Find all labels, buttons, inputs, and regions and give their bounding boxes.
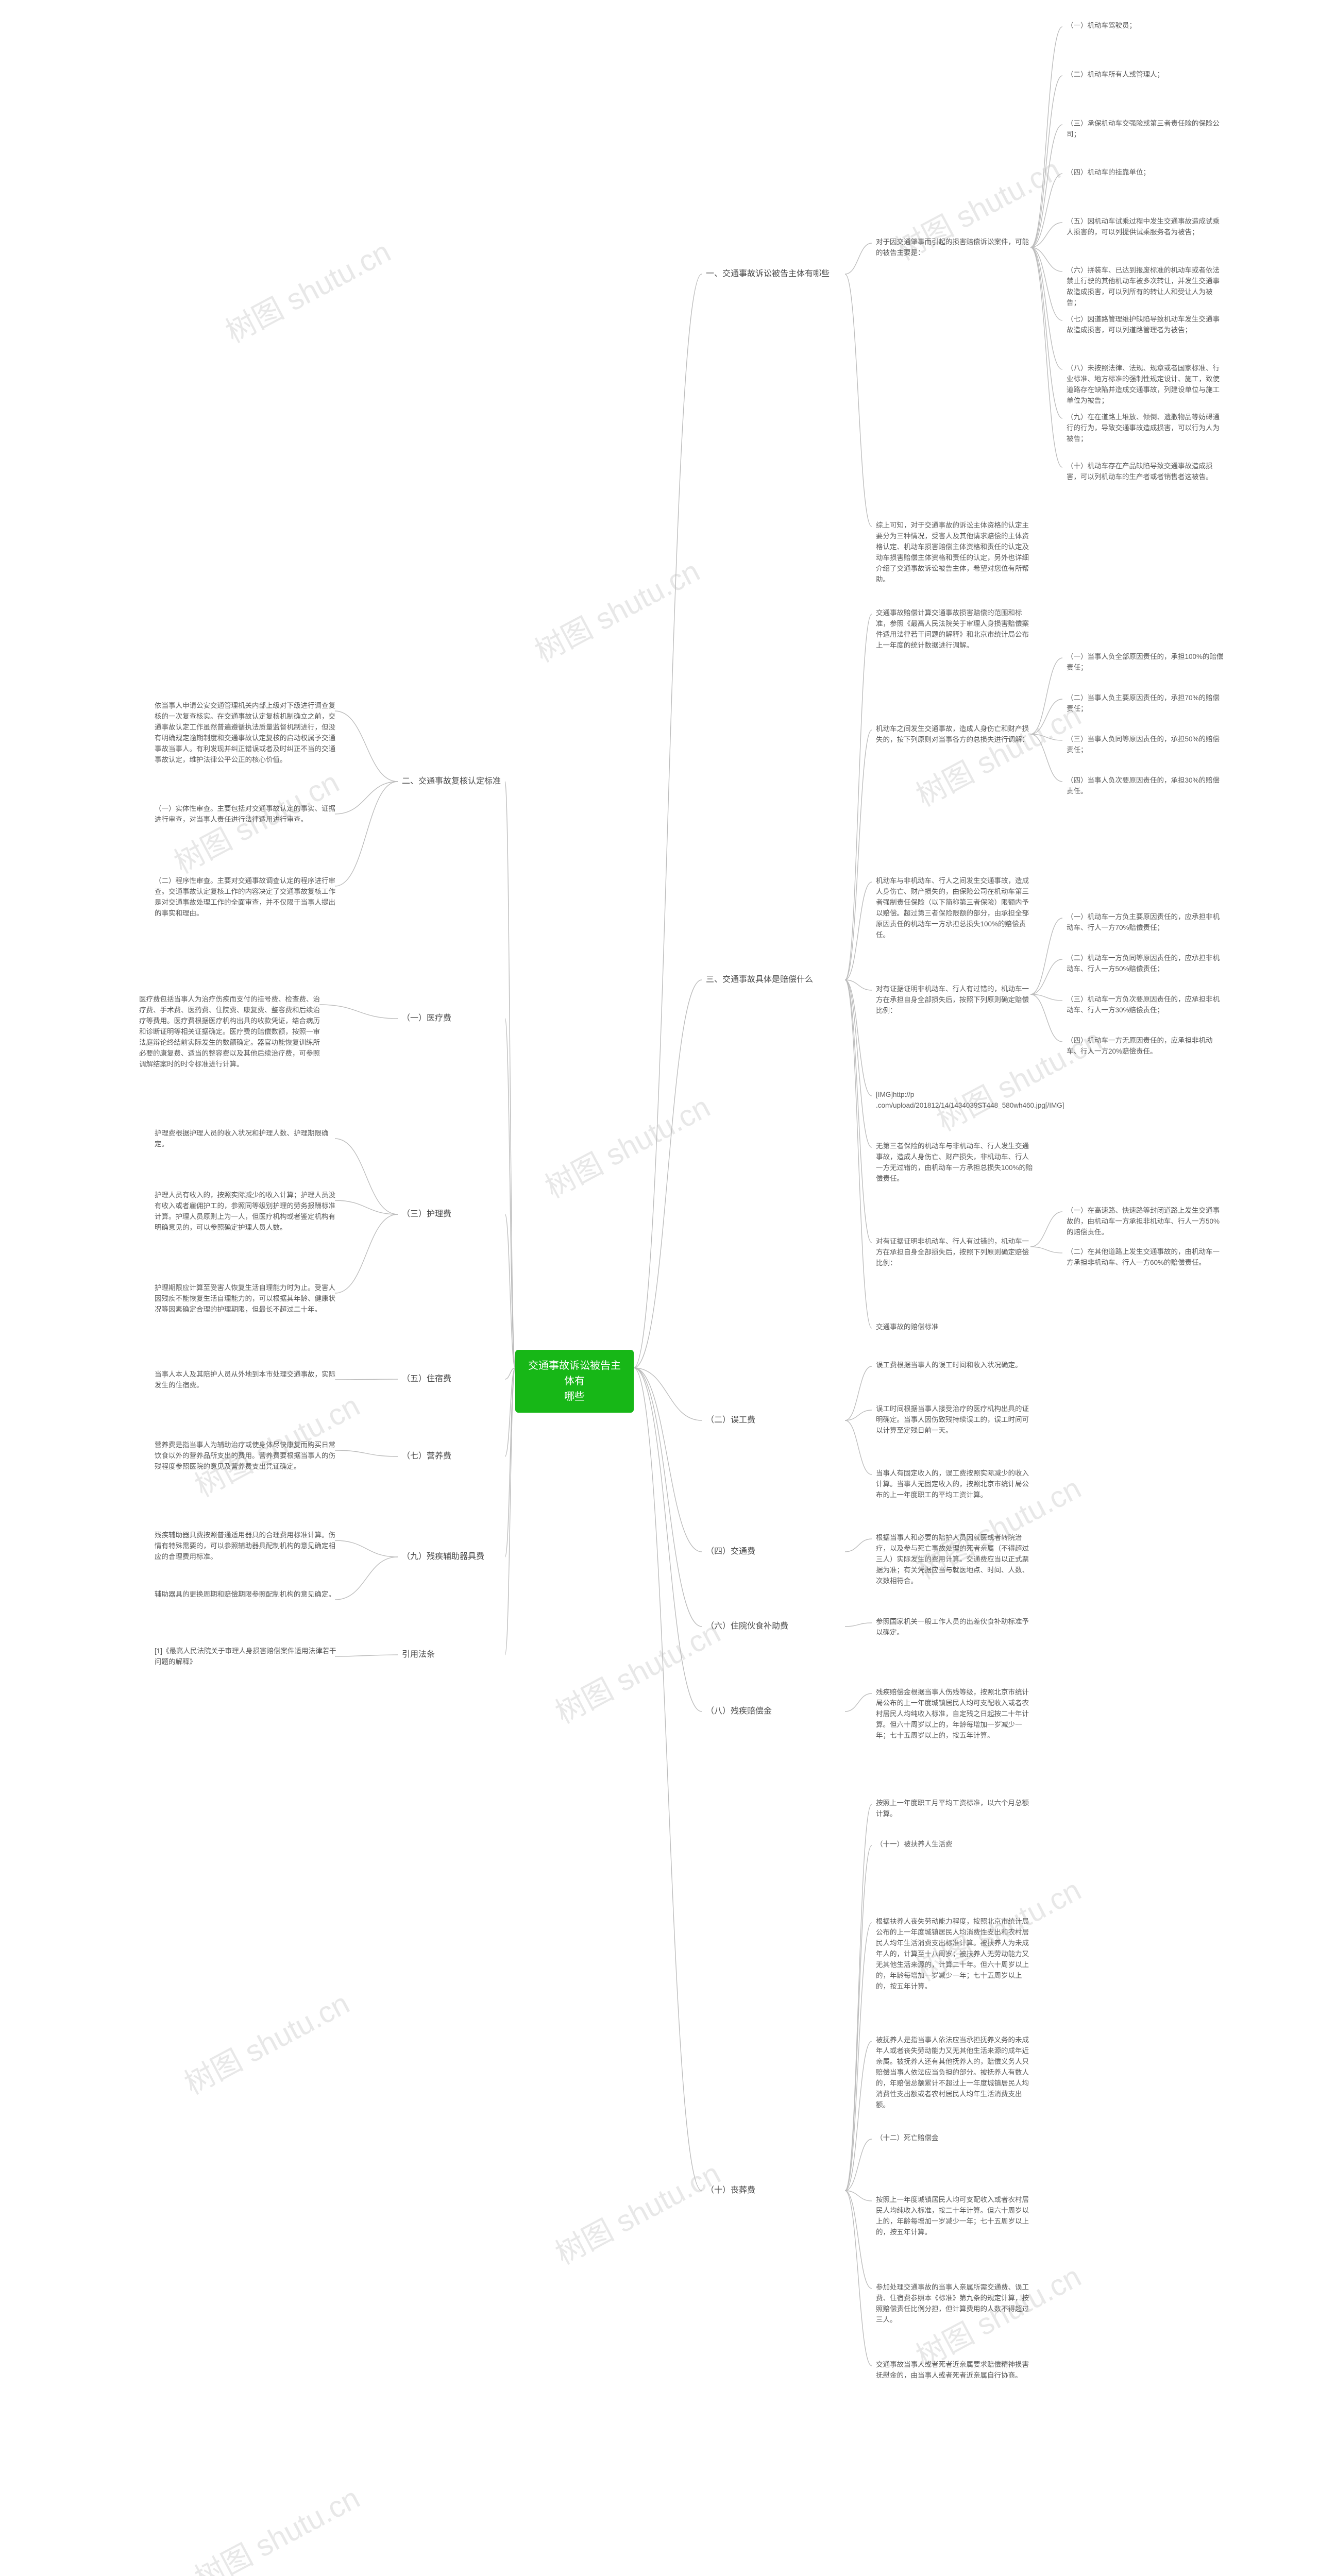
branch-l1: （六）住院伙食补助费	[706, 1620, 788, 1633]
branch-l2: 对有证据证明非机动车、行人有过错的，机动车一方在承担自身全部损失后，按照下列原则…	[876, 984, 1036, 1016]
branch-l2: 根据当事人和必要的陪护人员因就医或者转院治疗，以及参与死亡事故处理的死者亲属（不…	[876, 1533, 1036, 1587]
branch-leaf: （八）未按照法律、法规、规章或者国家标准、行业标准、地方标准的强制性规定设计、施…	[1067, 363, 1226, 406]
branch-leaf: （五）因机动车试乘过程中发生交通事故造成试乘人损害的，可以列提供试乘服务者为被告…	[1067, 216, 1226, 238]
branch-l2: 残疾赔偿金根据当事人伤残等级，按照北京市统计局公布的上一年度城镇居民人均可支配收…	[876, 1687, 1036, 1741]
branch-l2: [IMG]http://p .com/upload/201812/14/1434…	[876, 1090, 1036, 1111]
root-node: 交通事故诉讼被告主体有哪些	[515, 1350, 634, 1413]
branch-leaf: （一）机动车一方负主要原因责任的，应承担非机动车、行人一方70%赔偿责任；	[1067, 912, 1226, 934]
branch-l2-left: 辅助器具的更换周期和赔偿期限参照配制机构的意见确定。	[155, 1589, 335, 1600]
branch-l2: 交通事故的赔偿标准	[876, 1322, 939, 1333]
branch-leaf: （九）在在道路上堆放、倾倒、遗撒物品等妨碍通行的行为，导致交通事故造成损害，可以…	[1067, 412, 1226, 445]
branch-l2-left: 护理人员有收入的，按照实际减少的收入计算；护理人员没有收入或者雇佣护工的，参照同…	[155, 1190, 340, 1233]
branch-leaf: （六）拼装车、已达到报废标准的机动车或者依法禁止行驶的其他机动车被多次转让，并发…	[1067, 265, 1226, 309]
branch-l1: （八）残疾赔偿金	[706, 1705, 772, 1718]
branch-l2: （十二）死亡赔偿金	[876, 2133, 939, 2144]
branch-l2: 综上可知，对于交通事故的诉讼主体资格的认定主要分为三种情况，受害人及其他请求赔偿…	[876, 520, 1036, 585]
branch-l2: 误工费根据当事人的误工时间和收入状况确定。	[876, 1360, 1022, 1371]
branch-l2: 对于因交通肇事而引起的损害赔偿诉讼案件，可能的被告主要是：	[876, 237, 1036, 259]
branch-l1-left: 引用法条	[402, 1649, 435, 1662]
branch-l1-left: 二、交通事故复核认定标准	[402, 775, 501, 788]
branch-leaf: （三）机动车一方负次要原因责任的，应承担非机动车、行人一方30%赔偿责任；	[1067, 994, 1226, 1016]
branch-l2: 被抚养人是指当事人依法应当承担抚养义务的未成年人或者丧失劳动能力又无其他生活来源…	[876, 2035, 1036, 2110]
branch-leaf: （三）当事人负同等原因责任的，承担50%的赔偿责任；	[1067, 734, 1226, 756]
branch-leaf: （二）当事人负主要原因责任的，承担70%的赔偿责任；	[1067, 693, 1226, 715]
branch-l1-left: （三）护理费	[402, 1208, 451, 1221]
branch-leaf: （三）承保机动车交强险或第三者责任险的保险公司；	[1067, 118, 1226, 140]
branch-leaf: （四）机动车的挂靠单位；	[1067, 167, 1150, 178]
branch-l2: 机动车之间发生交通事故，造成人身伤亡和财产损失的，按下列原则对当事各方的总损失进…	[876, 724, 1036, 745]
branch-leaf: （一）当事人负全部原因责任的，承担100%的赔偿责任；	[1067, 652, 1226, 673]
branch-leaf: （二）在其他道路上发生交通事故的，由机动车一方承担非机动车、行人一方60%的赔偿…	[1067, 1247, 1226, 1268]
branch-l1-left: （九）残疾辅助器具费	[402, 1551, 484, 1564]
branch-l1: 一、交通事故诉讼被告主体有哪些	[706, 268, 830, 281]
branch-l2: 根据扶养人丧失劳动能力程度，按照北京市统计局公布的上一年度城镇居民人均消费性支出…	[876, 1917, 1036, 1992]
branch-leaf: （一）在高速路、快速路等封闭道路上发生交通事故的，由机动车一方承担非机动车、行人…	[1067, 1206, 1226, 1238]
branch-leaf: （十）机动车存在产品缺陷导致交通事故造成损害，可以列机动车的生产者或者销售者这被…	[1067, 461, 1226, 483]
branch-l1: （十）丧葬费	[706, 2184, 755, 2197]
branch-l2: 无第三者保险的机动车与非机动车、行人发生交通事故，造成人身伤亡、财产损失，非机动…	[876, 1141, 1036, 1184]
branch-l2-left: 营养费是指当事人为辅助治疗或使身体尽快康复而购买日常饮食以外的营养品所支出的费用…	[155, 1440, 340, 1472]
branch-l1: 三、交通事故具体是赔偿什么	[706, 974, 813, 987]
branch-leaf: （四）当事人负次要原因责任的，承担30%的赔偿责任。	[1067, 775, 1226, 797]
branch-l2: 参加处理交通事故的当事人亲属所需交通费、误工费、住宿费参照本《标准》第九条的规定…	[876, 2282, 1036, 2326]
branch-l2: （十一）被扶养人生活费	[876, 1839, 953, 1850]
branch-l2: 机动车与非机动车、行人之间发生交通事故，造成人身伤亡、财产损失的，由保险公司在机…	[876, 876, 1036, 941]
branch-l2: 交通事故当事人或者死者近亲属要求赔偿精神损害抚慰金的，由当事人或者死者近亲属自行…	[876, 2360, 1036, 2381]
branch-leaf: （四）机动车一方无原因责任的，应承担非机动车、行人一方20%赔偿责任。	[1067, 1036, 1226, 1057]
branch-l2: 交通事故赔偿计算交通事故损害赔偿的范围和标准，参照《最高人民法院关于审理人身损害…	[876, 608, 1036, 651]
branch-l2-left: 护理期限应计算至受害人恢复生活自理能力时为止。受害人因残疾不能恢复生活自理能力的…	[155, 1283, 340, 1315]
branch-l2-left: （二）程序性审查。主要对交通事故调查认定的程序进行审查。交通事故认定复核工作的内…	[155, 876, 340, 919]
branch-l2: 误工时间根据当事人接受治疗的医疗机构出具的证明确定。当事人因伤致残持续误工的，误…	[876, 1404, 1036, 1436]
branch-l2-left: 依当事人申请公安交通管理机关内部上级对下级进行调查复核的一次复查核实。在交通事故…	[155, 701, 340, 766]
branch-l2: 对有证据证明非机动车、行人有过错的，机动车一方在承担自身全部损失后，按照下列原则…	[876, 1236, 1036, 1269]
branch-l1: （四）交通费	[706, 1546, 755, 1558]
branch-leaf: （七）因道路管理维护缺陷导致机动车发生交通事故造成损害，可以列道路管理者为被告；	[1067, 314, 1226, 336]
branch-l2: 参照国家机关一般工作人员的出差伙食补助标准予以确定。	[876, 1617, 1036, 1638]
branch-l2-left: 医疗费包括当事人为治疗伤疾而支付的挂号费、检查费、治疗费、手术费、医药费、住院费…	[139, 994, 325, 1070]
branch-l2: 按照上一年度城镇居民人均可支配收入或者农村居民人均纯收入标准，按二十年计算。但六…	[876, 2195, 1036, 2238]
branch-l2-left: 护理费根据护理人员的收入状况和护理人数、护理期限确定。	[155, 1128, 340, 1150]
branch-l2-left: [1]《最高人民法院关于审理人身损害赔偿案件适用法律若干问题的解释》	[155, 1646, 340, 1668]
branch-leaf: （二）机动车所有人或管理人；	[1067, 70, 1164, 80]
branch-l2-left: 当事人本人及其陪护人员从外地到本市处理交通事故，实际发生的住宿费。	[155, 1369, 340, 1391]
branch-leaf: （一）机动车驾驶员；	[1067, 21, 1136, 31]
branch-l2-left: 残疾辅助器具费按照普通适用器具的合理费用标准计算。伤情有特殊需要的，可以参照辅助…	[155, 1530, 340, 1563]
branch-l2: 按照上一年度职工月平均工资标准，以六个月总额计算。	[876, 1798, 1036, 1820]
branch-l1-left: （一）医疗费	[402, 1012, 451, 1025]
branch-l2-left: （一）实体性审查。主要包括对交通事故认定的事实、证据进行审查，对当事人责任进行法…	[155, 804, 340, 825]
branch-leaf: （二）机动车一方负同等原因责任的，应承担非机动车、行人一方50%赔偿责任；	[1067, 953, 1226, 975]
branch-l1-left: （七）营养费	[402, 1450, 451, 1463]
branch-l1: （二）误工费	[706, 1414, 755, 1427]
branch-l2: 当事人有固定收入的，误工费按照实际减少的收入计算。当事人无固定收入的，按照北京市…	[876, 1468, 1036, 1501]
branch-l1-left: （五）住宿费	[402, 1373, 451, 1386]
